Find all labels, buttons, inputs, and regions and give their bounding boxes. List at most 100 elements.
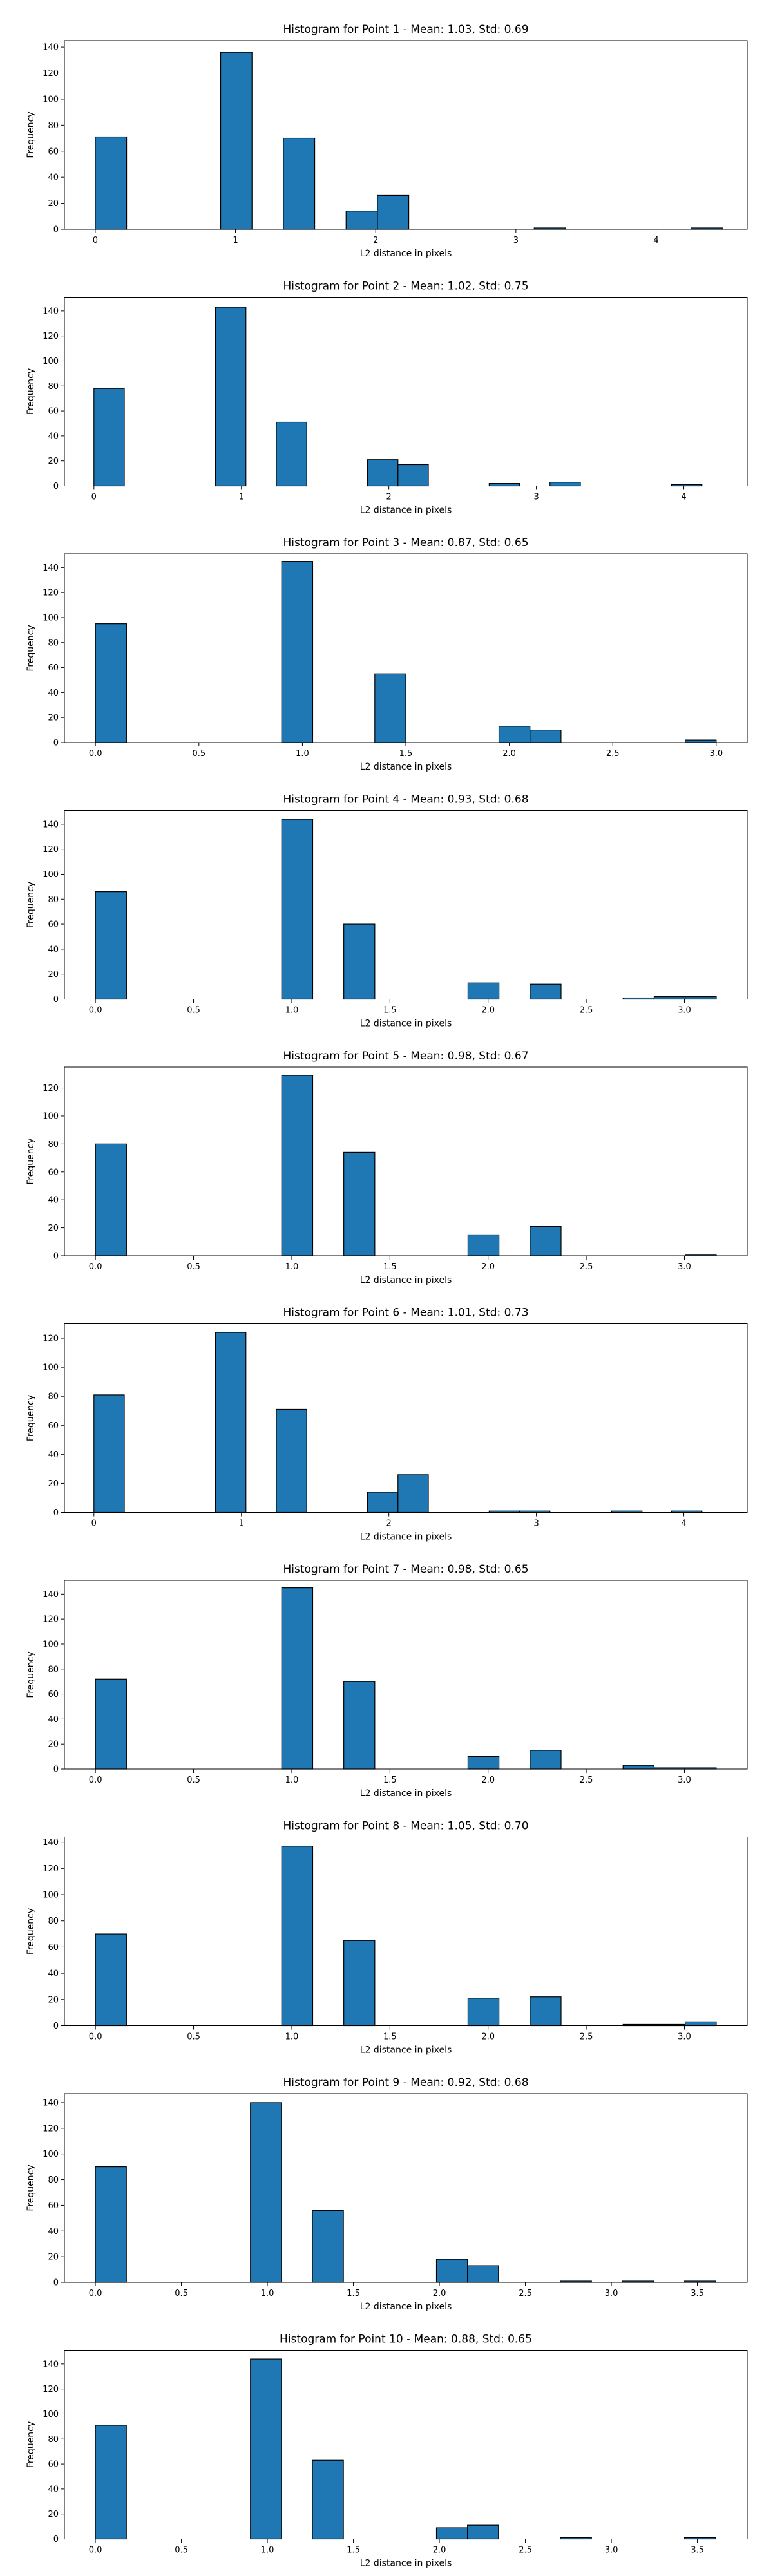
y-tick-label: 100 [43, 357, 59, 366]
y-axis-label: Frequency [26, 1138, 36, 1184]
histogram-bar [345, 211, 378, 230]
histogram-bar [530, 1996, 562, 2027]
y-tick-label: 40 [48, 1969, 59, 1979]
histogram-bar [467, 1998, 500, 2027]
x-axis-label: L2 distance in pixels [360, 2559, 452, 2569]
y-tick-label: 120 [43, 69, 59, 79]
y-tick-label: 140 [43, 1838, 59, 1848]
histogram-bar [93, 388, 125, 487]
x-tick-label: 1.0 [285, 1006, 299, 1016]
histogram-panel-2: Histogram for Point 2 - Mean: 1.02, Std:… [26, 280, 748, 516]
y-tick-label: 60 [48, 2460, 59, 2470]
x-axis-label: L2 distance in pixels [360, 2045, 452, 2056]
x-tick-label: 1.0 [261, 2289, 274, 2298]
y-tick-label: 60 [48, 147, 59, 156]
x-tick-label: 4 [653, 236, 658, 245]
y-tick-label: 120 [43, 2385, 59, 2394]
histogram-bar [530, 1226, 562, 1256]
histogram-bar [283, 137, 316, 230]
histogram-bar [95, 1933, 127, 2027]
x-tick-label: 2.0 [433, 2546, 446, 2555]
y-tick-label: 120 [43, 845, 59, 855]
y-tick-label: 120 [43, 589, 59, 598]
x-axis-label: L2 distance in pixels [360, 1532, 452, 1542]
chart-title: Histogram for Point 3 - Mean: 0.87, Std:… [283, 536, 528, 549]
y-tick-label: 40 [48, 431, 59, 441]
y-tick-label: 120 [43, 1084, 59, 1094]
chart-title: Histogram for Point 4 - Mean: 0.93, Std:… [283, 793, 528, 806]
x-tick-label: 1.5 [347, 2546, 360, 2555]
y-tick-label: 60 [48, 1943, 59, 1953]
histogram-bar [276, 1408, 307, 1513]
y-tick-label: 60 [48, 1421, 59, 1431]
histogram-bar [312, 2210, 344, 2283]
x-tick-label: 1.5 [383, 2032, 397, 2042]
histogram-bar [281, 1075, 314, 1256]
x-tick-label: 1.5 [383, 1006, 397, 1016]
y-tick-label: 60 [48, 920, 59, 930]
histogram-bar [488, 483, 520, 487]
histogram-bar [93, 1394, 125, 1513]
y-tick-label: 100 [43, 870, 59, 880]
histogram-bar [220, 52, 253, 230]
histogram-bar [530, 983, 562, 1000]
x-axis-label: L2 distance in pixels [360, 762, 452, 772]
y-tick-label: 20 [48, 970, 59, 980]
y-axis-label: Frequency [26, 111, 36, 158]
y-tick-label: 140 [43, 43, 59, 53]
y-tick-label: 20 [48, 199, 59, 209]
y-tick-label: 40 [48, 2485, 59, 2494]
histogram-bar [685, 739, 717, 743]
y-tick-label: 140 [43, 564, 59, 573]
histogram-bar [467, 1234, 500, 1256]
histogram-bar [367, 459, 399, 487]
histogram-bar [467, 982, 500, 1000]
x-tick-label: 3.5 [691, 2289, 704, 2298]
y-tick-label: 0 [53, 739, 59, 748]
histogram-panel-5: Histogram for Point 5 - Mean: 0.98, Std:… [26, 1050, 748, 1285]
histogram-bar [685, 996, 717, 1000]
histogram-bar [435, 2527, 468, 2540]
y-tick-label: 80 [48, 638, 59, 648]
x-tick-label: 2.5 [606, 749, 620, 759]
chart-title: Histogram for Point 9 - Mean: 0.92, Std:… [283, 2076, 528, 2089]
y-tick-label: 80 [48, 2175, 59, 2185]
y-tick-label: 140 [43, 1590, 59, 1600]
x-axis-label: L2 distance in pixels [360, 1019, 452, 1029]
x-tick-label: 0.0 [89, 2032, 102, 2042]
x-axis-label: L2 distance in pixels [360, 506, 452, 516]
y-axis-label: Frequency [26, 368, 36, 415]
y-axis-label: Frequency [26, 1395, 36, 1441]
y-tick-label: 0 [53, 1252, 59, 1262]
y-tick-label: 0 [53, 1765, 59, 1775]
x-tick-label: 0.5 [192, 749, 205, 759]
x-tick-label: 1.5 [347, 2289, 360, 2298]
x-tick-label: 3.0 [605, 2289, 618, 2298]
y-tick-label: 0 [53, 2278, 59, 2288]
axes-frame [64, 1066, 748, 1256]
histogram-bar [685, 2021, 717, 2027]
y-tick-label: 0 [53, 2535, 59, 2544]
y-tick-label: 80 [48, 1665, 59, 1674]
histogram-bar [95, 2425, 127, 2540]
y-axis-label: Frequency [26, 1651, 36, 1698]
x-tick-label: 1.0 [261, 2546, 274, 2555]
y-tick-label: 60 [48, 1690, 59, 1700]
x-tick-label: 3 [513, 236, 519, 245]
x-tick-label: 3.0 [678, 1262, 691, 1272]
histogram-panel-3: Histogram for Point 3 - Mean: 0.87, Std:… [26, 536, 748, 772]
histogram-bar [95, 136, 128, 230]
y-tick-label: 100 [43, 95, 59, 104]
y-tick-label: 20 [48, 2253, 59, 2262]
x-axis-label: L2 distance in pixels [360, 1275, 452, 1285]
x-tick-label: 1.5 [383, 1776, 397, 1785]
y-tick-label: 140 [43, 2360, 59, 2369]
axes-frame [64, 40, 748, 230]
y-tick-label: 100 [43, 2150, 59, 2159]
x-tick-label: 0.5 [187, 2032, 200, 2042]
histogram-bar [276, 421, 307, 487]
x-tick-label: 3 [533, 493, 539, 502]
x-tick-label: 0.5 [175, 2289, 188, 2298]
